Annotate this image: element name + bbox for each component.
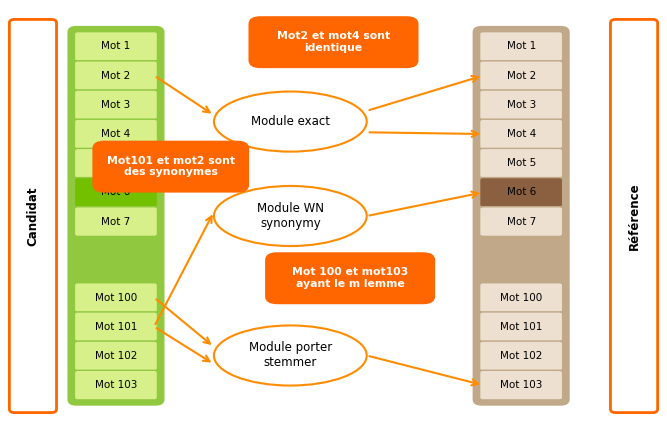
Text: Mot 2: Mot 2 [101, 71, 131, 81]
FancyBboxPatch shape [93, 141, 249, 193]
Text: Module porter
stemmer: Module porter stemmer [249, 342, 332, 369]
FancyBboxPatch shape [75, 178, 157, 207]
Text: Mot 4: Mot 4 [101, 129, 131, 139]
Text: Candidat: Candidat [27, 186, 39, 246]
Text: Mot 5: Mot 5 [506, 158, 536, 168]
FancyBboxPatch shape [75, 207, 157, 236]
FancyBboxPatch shape [480, 283, 563, 312]
Text: Mot 3: Mot 3 [506, 100, 536, 110]
FancyBboxPatch shape [480, 149, 563, 178]
FancyBboxPatch shape [480, 312, 563, 342]
FancyBboxPatch shape [75, 370, 157, 400]
FancyBboxPatch shape [474, 27, 569, 405]
Text: Mot 1: Mot 1 [101, 41, 131, 51]
Text: Mot 6: Mot 6 [506, 187, 536, 197]
FancyBboxPatch shape [480, 61, 563, 90]
FancyBboxPatch shape [480, 207, 563, 236]
FancyBboxPatch shape [75, 149, 157, 178]
Text: Mot 2: Mot 2 [506, 71, 536, 81]
FancyBboxPatch shape [75, 32, 157, 61]
FancyBboxPatch shape [69, 27, 163, 405]
Text: Module exact: Module exact [251, 115, 329, 128]
Text: Mot 5: Mot 5 [101, 158, 131, 168]
Text: Mot 100: Mot 100 [95, 292, 137, 302]
Text: Mot 1: Mot 1 [506, 41, 536, 51]
FancyBboxPatch shape [9, 19, 57, 413]
FancyBboxPatch shape [480, 119, 563, 149]
FancyBboxPatch shape [75, 312, 157, 342]
FancyBboxPatch shape [480, 370, 563, 400]
Ellipse shape [214, 325, 367, 385]
Ellipse shape [214, 186, 367, 246]
Text: Mot 100 et mot103
ayant le m lemme: Mot 100 et mot103 ayant le m lemme [292, 267, 408, 289]
FancyBboxPatch shape [480, 32, 563, 61]
FancyBboxPatch shape [480, 178, 563, 207]
FancyBboxPatch shape [75, 341, 157, 371]
FancyBboxPatch shape [265, 252, 435, 304]
Text: Mot 7: Mot 7 [506, 216, 536, 226]
Text: Mot 103: Mot 103 [95, 380, 137, 390]
Text: Mot2 et mot4 sont
identique: Mot2 et mot4 sont identique [277, 32, 390, 53]
Text: Mot 103: Mot 103 [500, 380, 542, 390]
FancyBboxPatch shape [480, 90, 563, 120]
Text: Mot 101: Mot 101 [500, 322, 542, 332]
Text: Mot 3: Mot 3 [101, 100, 131, 110]
FancyBboxPatch shape [75, 119, 157, 149]
Text: Référence: Référence [628, 182, 640, 250]
Ellipse shape [214, 92, 367, 152]
FancyBboxPatch shape [75, 61, 157, 90]
Text: Mot 6: Mot 6 [101, 187, 131, 197]
FancyBboxPatch shape [610, 19, 658, 413]
Text: Mot 102: Mot 102 [500, 351, 542, 361]
Text: Mot101 et mot2 sont
des synonymes: Mot101 et mot2 sont des synonymes [107, 156, 235, 178]
Text: Mot 4: Mot 4 [506, 129, 536, 139]
Text: Mot 100: Mot 100 [500, 292, 542, 302]
Text: Module WN
synonymy: Module WN synonymy [257, 202, 323, 230]
Text: Mot 101: Mot 101 [95, 322, 137, 332]
FancyBboxPatch shape [249, 16, 418, 68]
FancyBboxPatch shape [480, 341, 563, 371]
Text: Mot 7: Mot 7 [101, 216, 131, 226]
FancyBboxPatch shape [75, 283, 157, 312]
FancyBboxPatch shape [75, 90, 157, 120]
Text: Mot 102: Mot 102 [95, 351, 137, 361]
